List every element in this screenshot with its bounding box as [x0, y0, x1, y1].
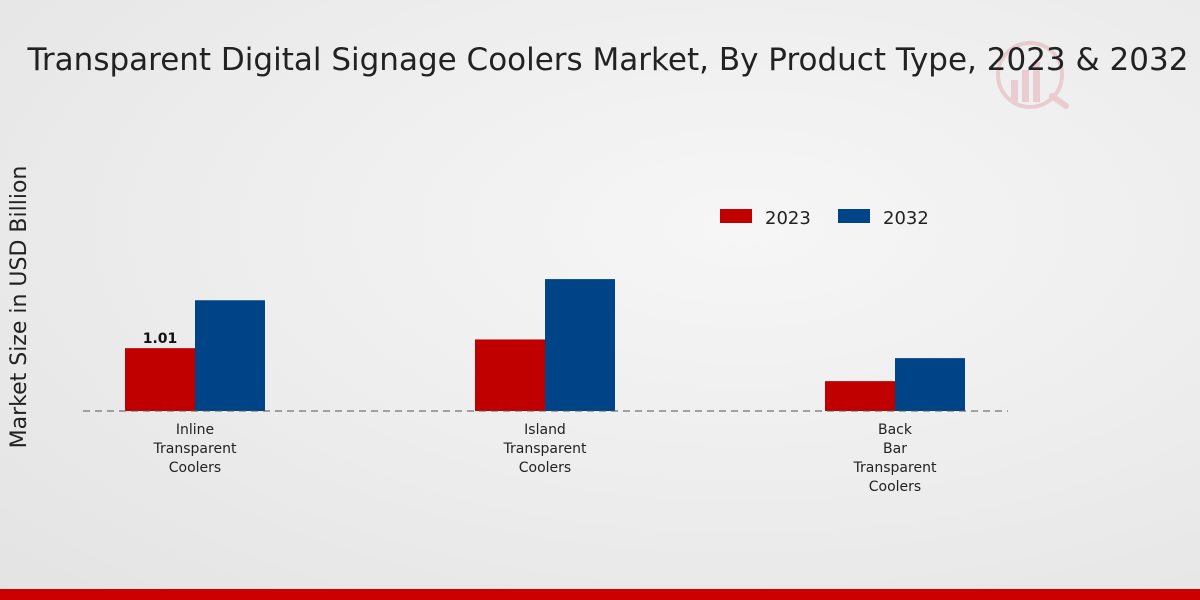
legend-swatch-2023 — [720, 209, 752, 223]
data-label-0: 1.01 — [143, 331, 178, 347]
legend-label-2032: 2032 — [883, 208, 929, 229]
x-axis-tick-labels: Inline Transparent Coolers Island Transparen… — [153, 422, 937, 495]
x-tick-label-1: Island Transparent Coolers — [503, 422, 587, 476]
bar-2023-category-0 — [125, 348, 195, 411]
legend-swatch-2032 — [838, 209, 870, 223]
bar-group — [125, 279, 965, 411]
bar-2023-category-1 — [475, 339, 545, 411]
legend-label-2023: 2023 — [765, 208, 811, 229]
data-labels: 1.01 — [143, 331, 178, 347]
chart-title: Transparent Digital Signage Coolers Mark… — [27, 42, 1189, 78]
bottom-brand-bar — [0, 589, 1200, 600]
bar-2032-category-2 — [895, 358, 965, 411]
bar-2023-category-2 — [825, 381, 895, 411]
bar-2032-category-0 — [195, 300, 265, 411]
x-tick-label-2: Back Bar Transparent Coolers — [853, 422, 937, 495]
legend: 2023 2032 — [720, 208, 929, 229]
bar-chart-logo-icon — [996, 41, 1069, 109]
x-tick-label-0: Inline Transparent Coolers — [153, 422, 237, 476]
bar-2032-category-1 — [545, 279, 615, 411]
y-axis-label: Market Size in USD Billion — [7, 166, 32, 449]
